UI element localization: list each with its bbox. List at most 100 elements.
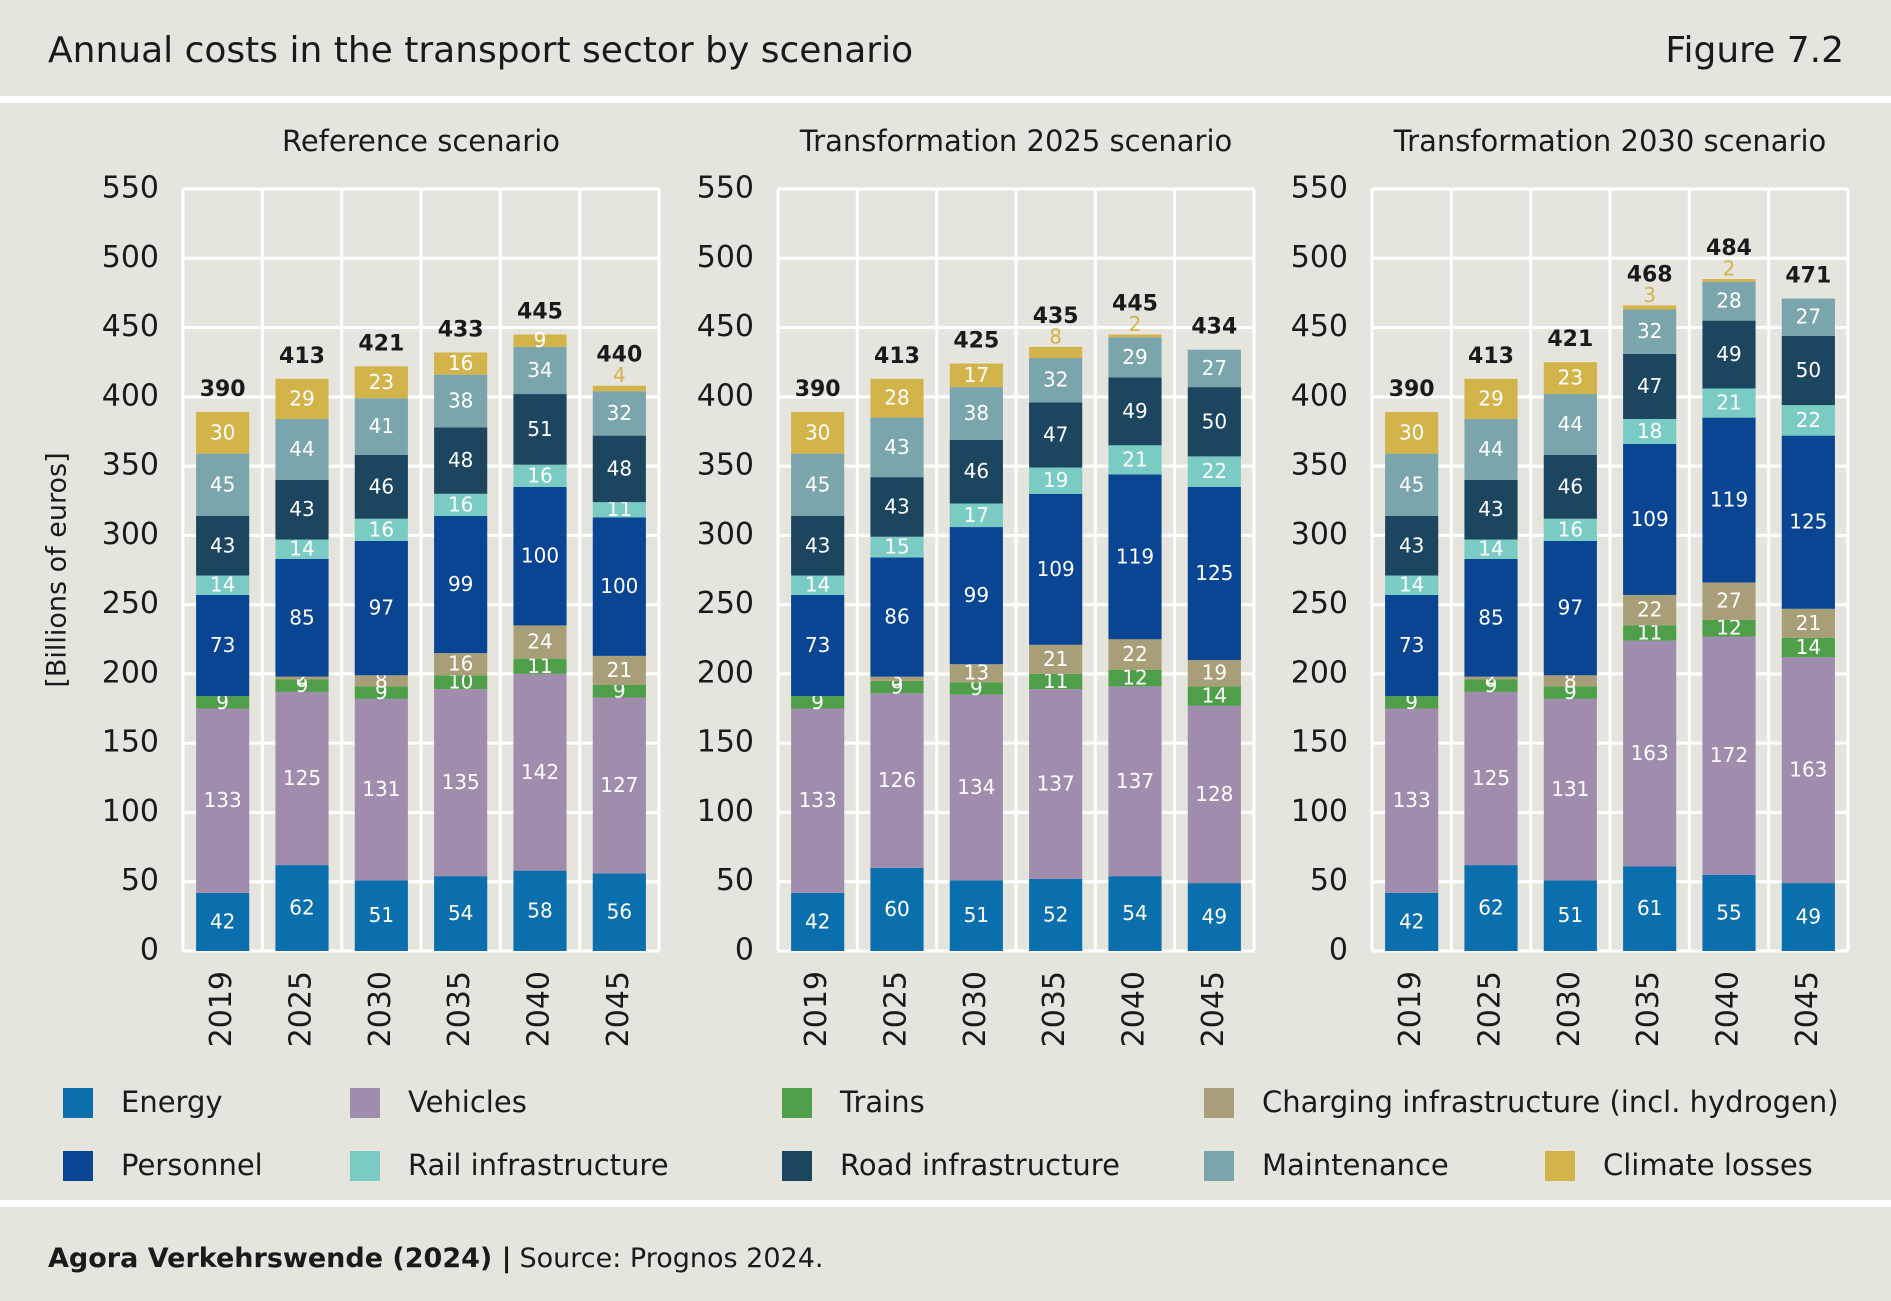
bar-segment bbox=[513, 625, 567, 659]
bar-segment bbox=[1623, 353, 1677, 419]
bar-segment bbox=[949, 503, 1003, 528]
bar-segment bbox=[1623, 866, 1677, 951]
bar-segment bbox=[1029, 493, 1083, 645]
value-label: 32 bbox=[1043, 368, 1068, 392]
bar-segment bbox=[592, 502, 646, 518]
value-label: 127 bbox=[600, 773, 638, 797]
y-tick-label: 50 bbox=[716, 863, 754, 898]
footer: Agora Verkehrswende (2024) | Source: Prog… bbox=[48, 1243, 823, 1274]
total-label: 440 bbox=[596, 343, 642, 368]
bar-segment bbox=[196, 575, 250, 595]
bar-segment bbox=[1781, 335, 1835, 406]
value-label: 133 bbox=[204, 788, 242, 812]
bar-segment bbox=[275, 539, 329, 559]
total-label: 413 bbox=[279, 344, 325, 369]
bar-segment bbox=[1702, 279, 1756, 282]
value-label: 49 bbox=[1202, 905, 1227, 929]
value-label: 51 bbox=[1558, 903, 1583, 927]
separator bbox=[0, 1200, 1891, 1207]
bar-segment bbox=[1623, 309, 1677, 354]
y-tick-label: 450 bbox=[102, 309, 159, 344]
y-axis-label: [Billions of euros] bbox=[42, 452, 73, 687]
bar-segment bbox=[1108, 334, 1162, 338]
bar-segment bbox=[1702, 281, 1756, 321]
bar-segment bbox=[1187, 456, 1241, 487]
y-tick-label: 250 bbox=[697, 586, 754, 621]
value-label: 16 bbox=[448, 492, 473, 516]
value-label: 30 bbox=[1399, 420, 1424, 444]
bar-segment bbox=[870, 867, 924, 951]
y-tick-label: 300 bbox=[697, 517, 754, 552]
legend-swatch bbox=[1545, 1151, 1575, 1181]
total-label: 434 bbox=[1191, 315, 1237, 340]
y-tick-label: 400 bbox=[1291, 378, 1348, 413]
bar-segment bbox=[434, 675, 488, 690]
bar-segment bbox=[1464, 676, 1518, 680]
bar-segment bbox=[1187, 705, 1241, 884]
bar-segment bbox=[1702, 582, 1756, 620]
bar-segment bbox=[1108, 639, 1162, 670]
value-label: 99 bbox=[964, 583, 989, 607]
bar-segment bbox=[592, 391, 646, 436]
x-tick-label: 2040 bbox=[1117, 971, 1152, 1047]
total-label: 413 bbox=[874, 344, 920, 369]
value-label: 54 bbox=[1122, 901, 1147, 925]
value-label: 49 bbox=[1122, 399, 1147, 423]
bar-segment bbox=[791, 594, 845, 697]
legend-label: Charging infrastructure (incl. hydrogen) bbox=[1262, 1085, 1839, 1119]
value-label: 19 bbox=[1043, 468, 1068, 492]
bar-segment bbox=[513, 870, 567, 951]
bar-segment bbox=[1464, 691, 1518, 866]
bar-segment bbox=[791, 696, 845, 709]
bar-segment bbox=[1702, 388, 1756, 418]
bar-segment bbox=[1108, 669, 1162, 687]
value-label: 45 bbox=[1399, 472, 1424, 496]
bar-segment bbox=[354, 686, 408, 699]
bar-segment bbox=[870, 477, 924, 537]
bar-segment bbox=[1702, 619, 1756, 637]
y-tick-label: 400 bbox=[697, 378, 754, 413]
value-label: 50 bbox=[1796, 358, 1821, 382]
bar-segment bbox=[1464, 479, 1518, 540]
total-label: 390 bbox=[1389, 377, 1435, 402]
value-label: 22 bbox=[1637, 598, 1662, 622]
x-tick-label: 2030 bbox=[1552, 971, 1587, 1047]
bar-segment bbox=[354, 540, 408, 676]
value-label: 54 bbox=[448, 901, 473, 925]
bar-segment bbox=[1029, 467, 1083, 494]
bar-segment bbox=[791, 515, 845, 576]
value-label: 47 bbox=[1043, 422, 1068, 446]
value-label: 163 bbox=[1789, 758, 1827, 782]
value-label: 125 bbox=[1472, 766, 1510, 790]
value-label: 73 bbox=[1399, 633, 1424, 657]
value-label: 27 bbox=[1796, 305, 1821, 329]
x-tick-label: 2040 bbox=[522, 971, 557, 1047]
bar-segment bbox=[1543, 880, 1597, 951]
value-label: 22 bbox=[1122, 642, 1147, 666]
value-label: 43 bbox=[210, 533, 235, 557]
value-label: 119 bbox=[1116, 544, 1154, 568]
value-label: 42 bbox=[210, 909, 235, 933]
legend-label: Climate losses bbox=[1603, 1148, 1813, 1182]
total-label: 435 bbox=[1033, 304, 1079, 329]
value-label: 47 bbox=[1637, 374, 1662, 398]
bar-segment bbox=[1543, 518, 1597, 541]
figure-number: Figure 7.2 bbox=[1665, 30, 1844, 71]
y-tick-label: 350 bbox=[697, 448, 754, 483]
bar-segment bbox=[1464, 679, 1518, 692]
panel-title: Reference scenario bbox=[282, 124, 560, 158]
x-tick-label: 2045 bbox=[1790, 971, 1825, 1047]
y-tick-label: 400 bbox=[102, 378, 159, 413]
bar-segment bbox=[1187, 686, 1241, 706]
bar-segment bbox=[1702, 874, 1756, 951]
value-label: 73 bbox=[210, 633, 235, 657]
bar-segment bbox=[1702, 320, 1756, 389]
bar-segment bbox=[870, 378, 924, 418]
title: Annual costs in the transport sector by … bbox=[48, 30, 913, 71]
total-label: 421 bbox=[358, 331, 404, 356]
bar-segment bbox=[870, 676, 924, 681]
legend-label: Maintenance bbox=[1262, 1148, 1449, 1182]
value-label: 51 bbox=[527, 417, 552, 441]
bar-segment bbox=[1781, 637, 1835, 658]
value-label: 97 bbox=[1558, 596, 1583, 620]
